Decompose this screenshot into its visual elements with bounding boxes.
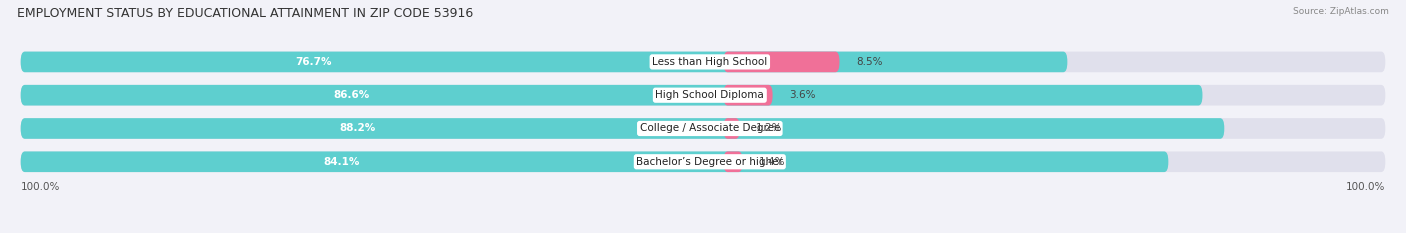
FancyBboxPatch shape [21,151,1385,172]
Text: 76.7%: 76.7% [295,57,332,67]
FancyBboxPatch shape [21,151,1168,172]
FancyBboxPatch shape [21,85,1385,106]
Text: 1.2%: 1.2% [756,123,783,134]
Text: 88.2%: 88.2% [340,123,375,134]
Text: 1.4%: 1.4% [759,157,786,167]
FancyBboxPatch shape [21,51,1385,72]
FancyBboxPatch shape [21,118,1385,139]
Text: High School Diploma: High School Diploma [655,90,765,100]
FancyBboxPatch shape [21,85,1202,106]
FancyBboxPatch shape [21,118,1225,139]
Text: 84.1%: 84.1% [323,157,360,167]
Text: Less than High School: Less than High School [652,57,768,67]
Text: Bachelor’s Degree or higher: Bachelor’s Degree or higher [637,157,783,167]
FancyBboxPatch shape [724,151,742,172]
Text: 3.6%: 3.6% [789,90,815,100]
FancyBboxPatch shape [724,118,740,139]
Text: 8.5%: 8.5% [856,57,883,67]
Text: EMPLOYMENT STATUS BY EDUCATIONAL ATTAINMENT IN ZIP CODE 53916: EMPLOYMENT STATUS BY EDUCATIONAL ATTAINM… [17,7,474,20]
Text: Source: ZipAtlas.com: Source: ZipAtlas.com [1294,7,1389,16]
Text: 100.0%: 100.0% [21,182,60,192]
Text: 100.0%: 100.0% [1346,182,1385,192]
Text: 86.6%: 86.6% [333,90,370,100]
FancyBboxPatch shape [21,51,1067,72]
FancyBboxPatch shape [724,85,773,106]
FancyBboxPatch shape [724,51,839,72]
Text: College / Associate Degree: College / Associate Degree [640,123,780,134]
